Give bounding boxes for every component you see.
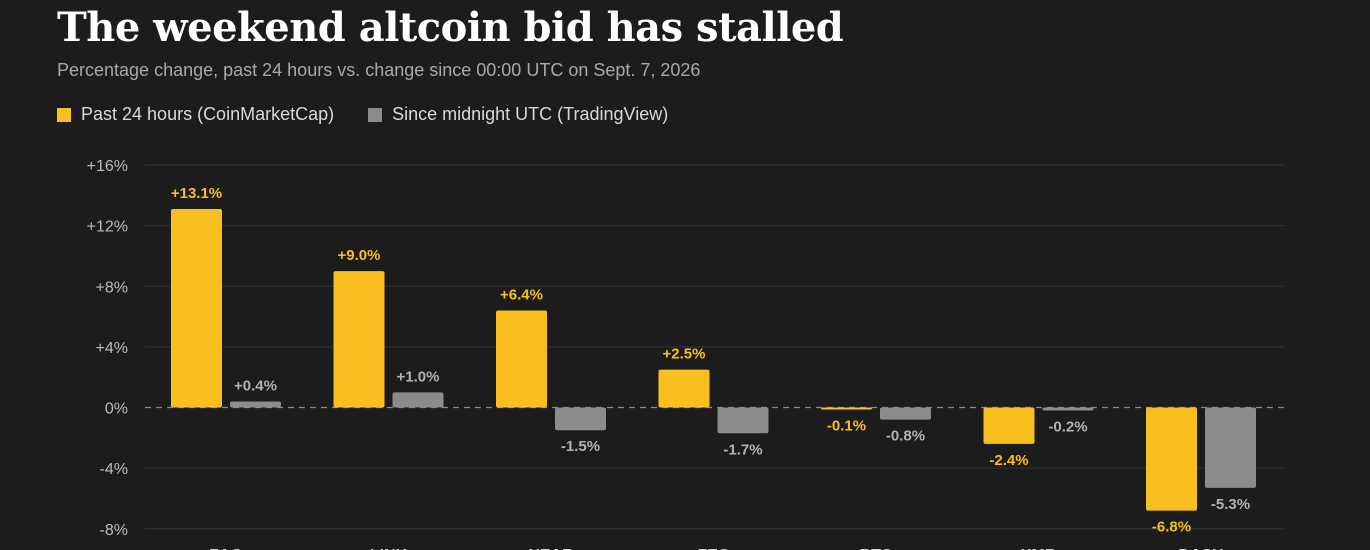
data-label: -0.8%: [886, 428, 925, 445]
y-tick-label: 0%: [105, 401, 128, 418]
data-label: +6.4%: [500, 287, 543, 304]
legend-swatch-midnight: [368, 107, 383, 122]
bar-zec-midnight: [717, 407, 769, 434]
x-tick-label: XMR: [1021, 547, 1057, 550]
data-label: -1.5%: [561, 438, 600, 455]
y-tick-label: -4%: [100, 461, 128, 478]
y-tick-label: +12%: [87, 219, 128, 236]
legend-item-midnight: Since midnight UTC (TradingView): [368, 104, 668, 125]
bar-near-midnight: [555, 407, 606, 431]
bar-dash-midnight: [1205, 407, 1256, 488]
x-tick-label: BTC: [860, 547, 893, 550]
chart-title: The weekend altcoin bid has stalled: [57, 4, 844, 51]
data-label: +1.0%: [397, 368, 440, 385]
bar-xmr-midnight: [1042, 407, 1094, 411]
chart-subtitle: Percentage change, past 24 hours vs. cha…: [57, 60, 701, 80]
bar-dash-24h: [1146, 407, 1197, 511]
data-label: -5.3%: [1211, 496, 1250, 513]
y-tick-label: -8%: [100, 522, 128, 539]
data-label: -2.4%: [989, 452, 1028, 469]
y-tick-label: +4%: [96, 340, 128, 357]
data-label: -0.2%: [1048, 419, 1087, 436]
y-tick-label: +16%: [87, 158, 128, 175]
data-label: -0.1%: [827, 418, 866, 435]
y-tick-label: +8%: [96, 279, 128, 296]
bar-zao-midnight: [230, 401, 281, 408]
x-tick-label: ZAO: [209, 547, 243, 550]
legend-item-24h: Past 24 hours (CoinMarketCap): [57, 104, 334, 125]
bar-xmr-24h: [983, 407, 1035, 444]
bar-btc-24h: [821, 407, 872, 410]
data-label: +0.4%: [234, 377, 277, 394]
bar-near-24h: [496, 310, 547, 408]
x-tick-label: DASH: [1178, 547, 1223, 550]
legend-swatch-24h: [57, 107, 71, 122]
x-tick-label: NEAR: [528, 547, 574, 550]
data-label: -6.8%: [1152, 519, 1191, 536]
bar-zec-24h: [658, 369, 710, 408]
chart-legend: Past 24 hours (CoinMarketCap) Since midn…: [57, 104, 668, 125]
bar-zao-24h: [171, 208, 222, 408]
x-tick-label: ZEC: [698, 547, 730, 550]
bar-btc-midnight: [880, 407, 931, 420]
legend-label-midnight: Since midnight UTC (TradingView): [392, 104, 669, 124]
data-label: -1.7%: [723, 441, 762, 458]
bar-link-24h: [333, 271, 385, 408]
data-label: +9.0%: [338, 247, 381, 264]
data-label: +13.1%: [171, 185, 222, 202]
x-tick-label: LINK: [370, 547, 408, 550]
bar-link-midnight: [392, 392, 444, 408]
data-label: +2.5%: [663, 346, 706, 363]
legend-label-24h: Past 24 hours (CoinMarketCap): [81, 104, 335, 124]
